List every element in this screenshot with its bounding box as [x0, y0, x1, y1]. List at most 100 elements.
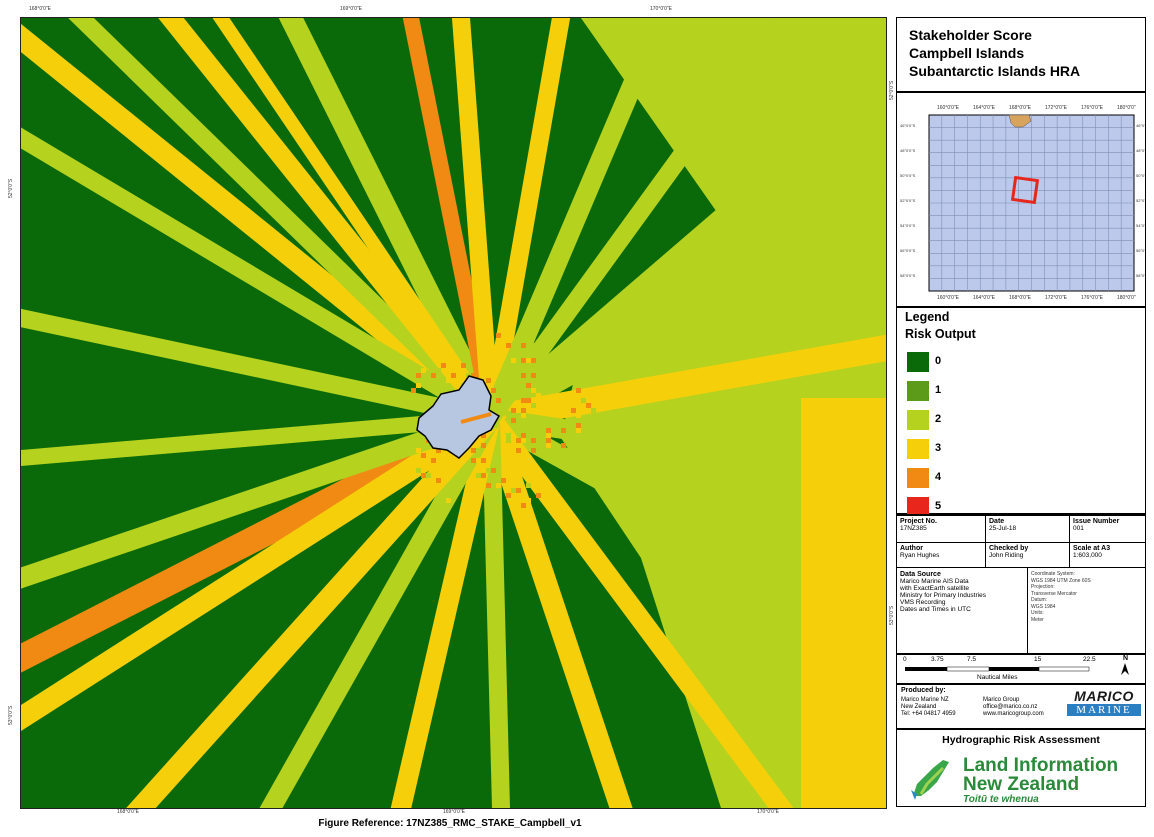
title-line-3: Subantarctic Islands HRA — [909, 63, 1081, 79]
inset-lat-label: 48°0'0"S — [900, 148, 916, 153]
producer-block: Produced by: Marico Marine NZ New Zealand… — [896, 684, 1146, 729]
coordinate-line: Units: — [1031, 610, 1044, 616]
legend-label: 2 — [935, 413, 942, 425]
campbell-island — [416, 375, 501, 459]
lat-tick-lower: 53°0'0"S — [8, 705, 14, 725]
inset-lon-label: 180°0'0" — [1117, 105, 1136, 111]
inset-lat-label: 58°0'0"S — [900, 273, 916, 278]
scale-tick-2: 7.5 — [967, 656, 977, 663]
legend-swatch — [907, 439, 929, 459]
producer-right-line: Marico Group — [983, 697, 1020, 703]
scale-tick-3: 15 — [1034, 656, 1042, 663]
risk-map-canvas — [21, 18, 886, 808]
project-no: 17NZ385 — [900, 525, 927, 532]
lon-tick-mid: 169°0'0"E — [340, 6, 362, 12]
project-no-label: Project No. — [900, 518, 937, 525]
inset-lon-label: 180°0'0" — [1117, 295, 1136, 301]
island-inlet — [460, 412, 492, 424]
data-source-line: with ExactEarth satellite — [900, 585, 970, 592]
coordinate-line: Transverse Mercator — [1031, 590, 1077, 597]
author-value: Ryan Hughes — [900, 552, 940, 559]
lon-tick-bottom-right: 170°0'0"E — [757, 809, 779, 815]
legend: Legend Risk Output 0 1 2 3 4 5 — [896, 307, 1146, 517]
inset-lat-label: 50°0'0"S — [1136, 173, 1145, 178]
inset-lat-label: 56°0'0"S — [1136, 248, 1145, 253]
checked-value: John Riding — [989, 552, 1024, 559]
legend-title: Legend — [905, 310, 950, 324]
coordinate-line: Meter — [1031, 616, 1044, 623]
data-source-line: Dates and Times in UTC — [900, 606, 971, 613]
title-line-1: Stakeholder Score — [909, 27, 1032, 43]
inset-lat-label: 58°0'0"S — [1136, 273, 1145, 278]
legend-swatch — [907, 410, 929, 430]
linz-line-2: New Zealand — [963, 774, 1080, 795]
title-block: Stakeholder Score Campbell Islands Suban… — [896, 17, 1146, 92]
inset-lat-label: 46°0'0"S — [900, 123, 916, 128]
inset-land — [1008, 114, 1032, 128]
producer-right-line: office@marico.co.nz — [983, 704, 1038, 710]
metadata-table: Project No. 17NZ385 Date 25-Jul-18 Issue… — [896, 514, 1146, 654]
lat-tick-right-upper: 52°0'0"S — [889, 80, 895, 100]
legend-swatch — [907, 381, 929, 401]
legend-label: 1 — [935, 384, 942, 396]
producer-left: Marico Marine NZ New Zealand Tel: +64 0481… — [901, 697, 956, 718]
producer-left-line: Tel: +64 04817 4959 — [901, 711, 956, 717]
legend-label: 3 — [935, 442, 942, 454]
producer-right: Marico Group office@marico.co.nz www.maric… — [983, 697, 1044, 718]
scale-tick-0: 0 — [903, 656, 907, 663]
locator-map: 160°0'0"E 160°0'0"E 164°0'0"E 164°0'0"E 168°… — [900, 105, 1152, 301]
coordinate-line: Datum: — [1031, 597, 1048, 603]
marico-logo-bottom: MARINE — [1067, 704, 1141, 716]
inset-extent-box — [1010, 175, 1040, 205]
linz-logo-icon — [911, 760, 949, 800]
data-source-line: Ministry for Primary Industries — [900, 592, 986, 599]
legend-label: 4 — [935, 471, 942, 483]
marico-logo: MARICO MARINE — [1067, 688, 1141, 716]
data-source-line: Marico Marine AIS Data — [900, 578, 969, 585]
inset-lat-label: 48°0'0"S — [1136, 148, 1145, 153]
legend-swatch — [907, 497, 929, 517]
inset-lon-label: 172°0'0"E — [1045, 295, 1068, 301]
marico-logo-top: MARICO — [1074, 688, 1134, 704]
scale-label: Scale at A3 — [1073, 545, 1111, 552]
lon-tick-bottom-left: 168°0'0"E — [117, 809, 139, 815]
date-value: 25-Jul-18 — [989, 525, 1017, 532]
island-land — [416, 375, 501, 459]
producer-right-line: www.maricogroup.com — [983, 711, 1044, 717]
coordinate-system-lines: Coordinate System: WGS 1984 UTM Zone 60S P… — [1031, 571, 1143, 623]
inset-lon-label: 164°0'0"E — [973, 295, 996, 301]
map-sidebar: Stakeholder Score Campbell Islands Suban… — [896, 17, 1152, 807]
scalebar — [905, 663, 1129, 675]
figure-reference: Figure Reference: 17NZ385_RMC_STAKE_Camp… — [318, 818, 582, 829]
issue-label: Issue Number — [1073, 518, 1120, 525]
scale-tick-1: 3.75 — [931, 656, 944, 663]
inset-lat-label: 50°0'0"S — [900, 173, 916, 178]
hra-heading: Hydrographic Risk Assessment — [942, 734, 1100, 746]
producer-left-line: New Zealand — [901, 704, 937, 710]
legend-label: 5 — [935, 500, 942, 512]
scale-tick-4: 22.5 — [1083, 656, 1096, 663]
inset-lat-label: 56°0'0"S — [900, 248, 916, 253]
inset-lon-label: 172°0'0"E — [1045, 105, 1068, 111]
title-line-2: Campbell Islands — [909, 45, 1025, 61]
inset-lon-label: 176°0'0"E — [1081, 105, 1104, 111]
locator-inset[interactable]: 160°0'0"E 160°0'0"E 164°0'0"E 164°0'0"E 168°… — [896, 92, 1152, 307]
lon-tick-right: 170°0'0"E — [650, 6, 672, 12]
inset-lon-label: 164°0'0"E — [973, 105, 996, 111]
inset-lon-label: 168°0'0"E — [1009, 295, 1032, 301]
data-source-line: VMS Recording — [900, 599, 946, 606]
issue-value: 001 — [1073, 525, 1084, 532]
inset-lat-label: 52°0'0"S — [900, 198, 916, 203]
linz-line-3: Toitū te whenua — [963, 794, 1039, 805]
inset-labels: 160°0'0"E 160°0'0"E 164°0'0"E 164°0'0"E 168°… — [900, 105, 1152, 301]
coordinate-line: WGS 1984 — [1031, 603, 1056, 610]
linz-line-1: Land Information — [963, 755, 1119, 776]
date-label: Date — [989, 518, 1005, 525]
lon-tick-left: 168°0'0"E — [29, 6, 51, 12]
inset-lon-label: 160°0'0"E — [937, 295, 960, 301]
lon-tick-bottom-mid: 169°0'0"E — [443, 809, 465, 815]
risk-map[interactable] — [20, 17, 887, 809]
north-arrow-icon — [1121, 663, 1129, 675]
scale-units: Nautical Miles — [977, 674, 1018, 681]
inset-lon-label: 176°0'0"E — [1081, 295, 1104, 301]
